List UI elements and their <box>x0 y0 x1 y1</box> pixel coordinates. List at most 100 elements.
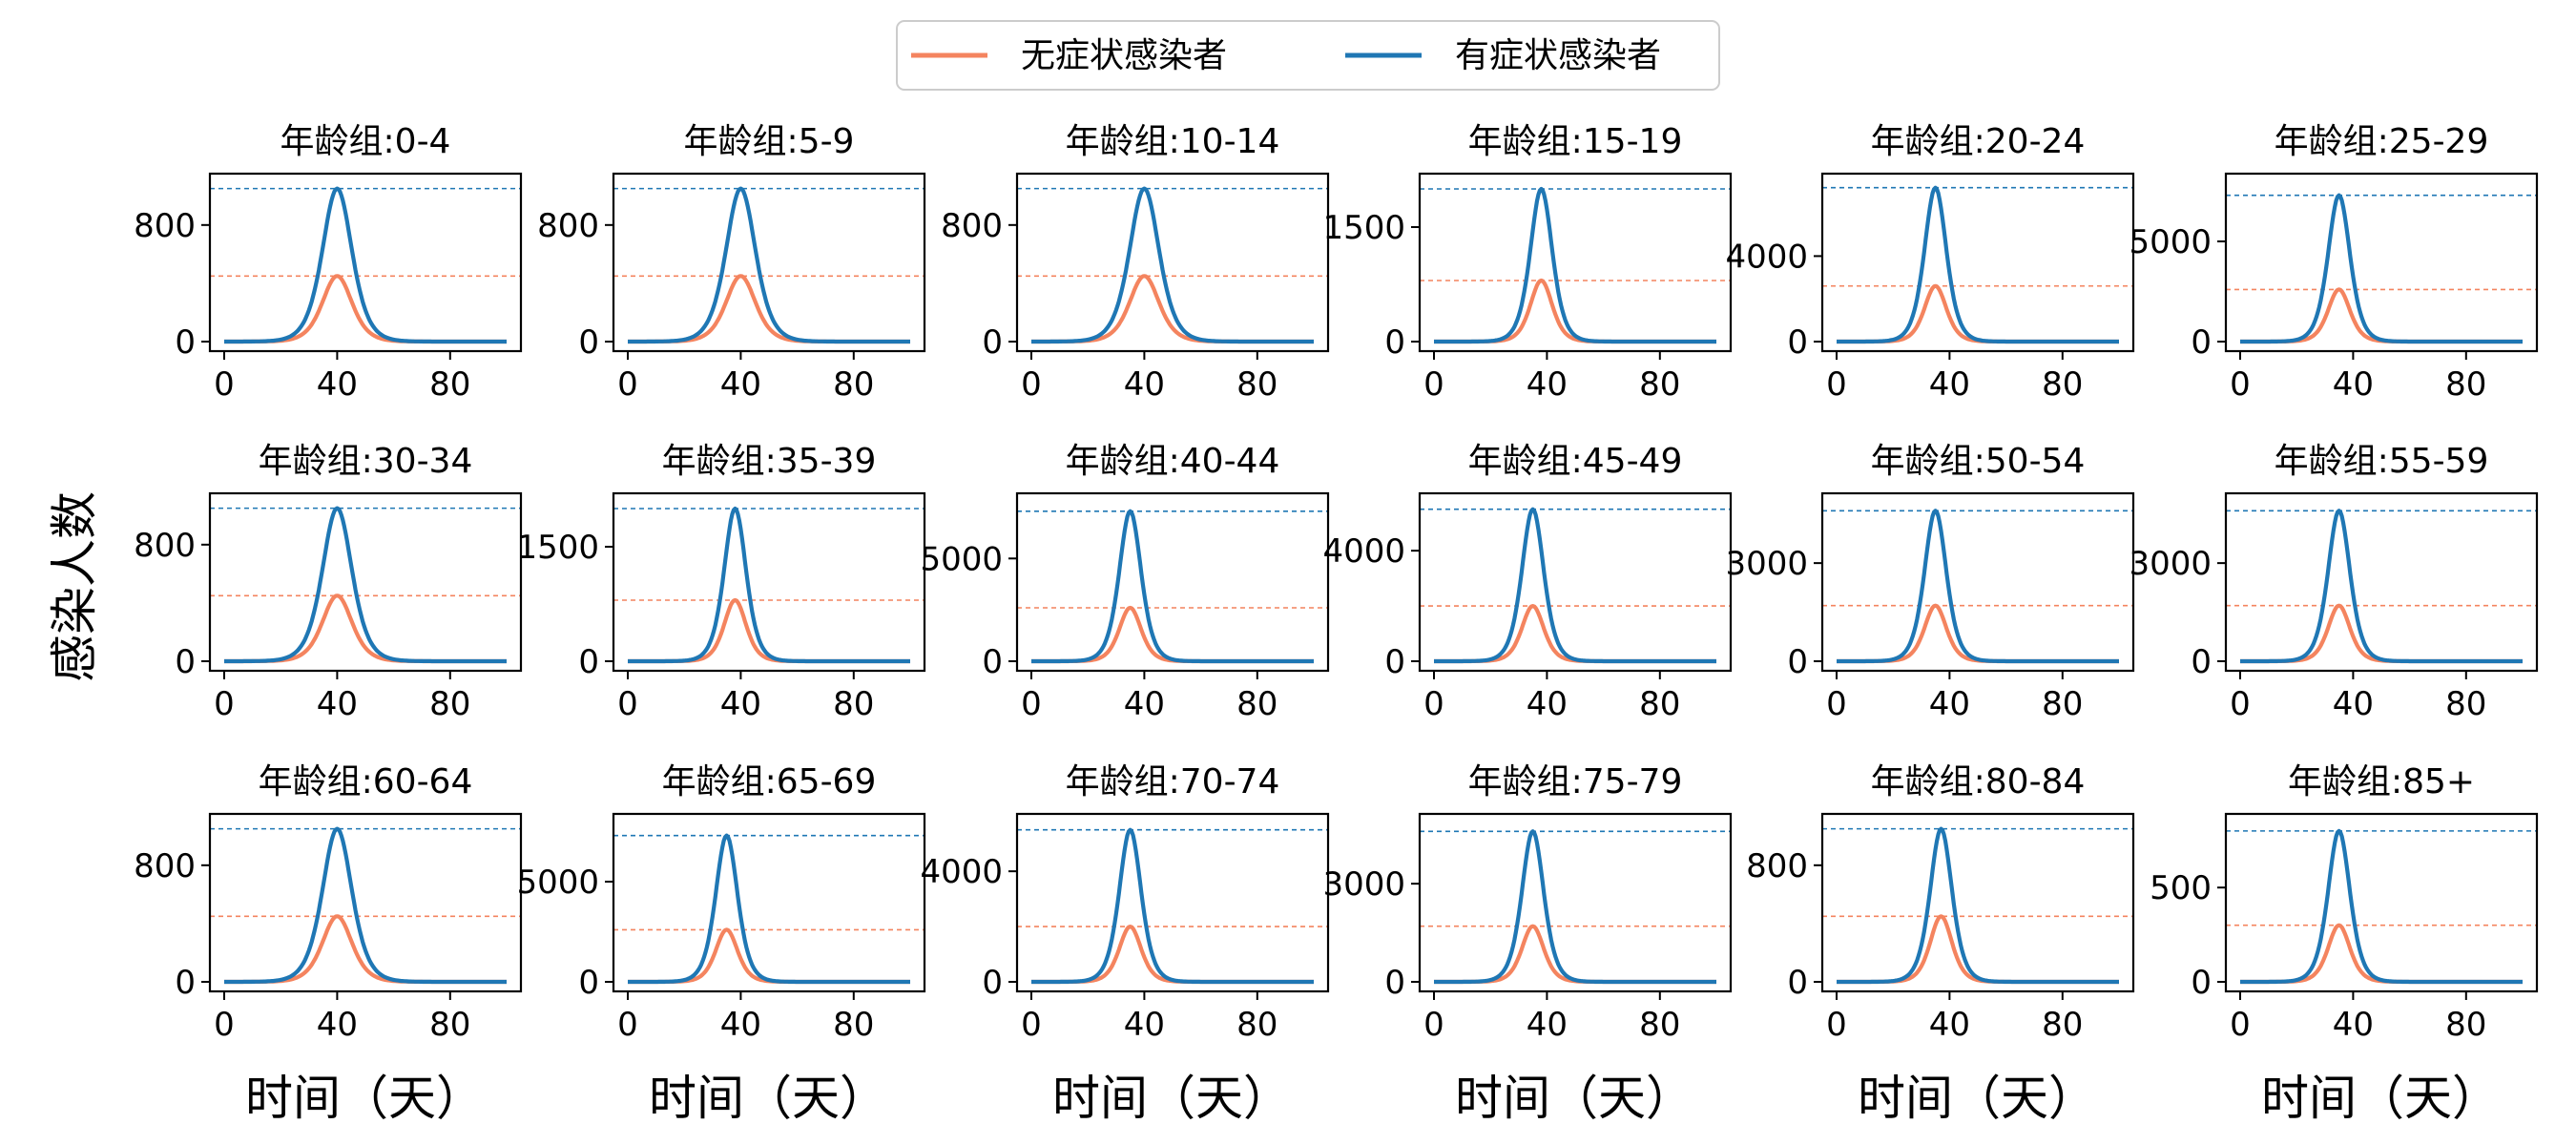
x-tick-label: 40 <box>1124 1006 1165 1044</box>
axes-frame <box>1820 812 2135 993</box>
x-tick-label: 40 <box>2333 685 2374 723</box>
axes-frame <box>2224 812 2539 993</box>
y-tick-label: 0 <box>175 323 196 362</box>
y-tick-label: 0 <box>175 964 196 1002</box>
subplot-4: 年龄组:15-19 0 40 80 0 1500 <box>1322 122 1733 404</box>
x-tick-label: 0 <box>617 1006 638 1044</box>
legend-label-asymptomatic: 无症状感染者 <box>1021 36 1227 75</box>
x-axis-label-col-2: 时间（天） <box>649 1071 887 1126</box>
y-tick-label: 800 <box>941 207 1003 245</box>
y-tick-label: 800 <box>134 847 196 885</box>
subplot-9: 年龄组:40-44 0 40 80 0 5000 <box>920 442 1330 723</box>
x-tick-label: 0 <box>1826 365 1847 404</box>
legend-label-symptomatic: 有症状感染者 <box>1455 36 1661 75</box>
x-tick-label: 80 <box>1236 685 1278 723</box>
series-line-symptomatic <box>1030 186 1315 344</box>
axes-frame <box>208 812 523 993</box>
x-tick-label: 40 <box>2333 365 2374 404</box>
subplot-title: 年龄组:85+ <box>2288 762 2475 802</box>
subplot-title: 年龄组:35-39 <box>662 442 877 481</box>
x-tick-label: 80 <box>429 1006 470 1044</box>
x-tick-label: 0 <box>1826 685 1847 723</box>
x-tick-label: 80 <box>2042 365 2083 404</box>
x-tick-label: 0 <box>1021 685 1042 723</box>
y-tick-label: 0 <box>982 323 1003 362</box>
axes-frame <box>612 491 926 673</box>
x-axis-label-col-6: 时间（天） <box>2261 1071 2500 1126</box>
x-tick-label: 80 <box>2042 685 2083 723</box>
subplot-title: 年龄组:0-4 <box>280 122 451 161</box>
y-tick-label: 4000 <box>1725 238 1808 276</box>
y-tick-label: 5000 <box>516 864 599 902</box>
axes-frame <box>1418 812 1733 993</box>
axes-frame <box>208 491 523 673</box>
x-tick-label: 0 <box>1423 365 1444 404</box>
y-tick-label: 3000 <box>2129 545 2212 583</box>
x-tick-label: 40 <box>1929 365 1970 404</box>
axes-frame <box>612 812 926 993</box>
y-tick-label: 0 <box>2191 323 2212 362</box>
x-tick-label: 0 <box>2230 365 2251 404</box>
legend-frame <box>896 20 1720 91</box>
x-tick-label: 40 <box>1929 685 1970 723</box>
x-axis-label-col-1: 时间（天） <box>245 1071 484 1126</box>
y-tick-label: 0 <box>1384 643 1405 681</box>
x-tick-label: 0 <box>1021 365 1042 404</box>
axes-frame <box>2224 172 2539 353</box>
x-tick-label: 80 <box>2445 1006 2486 1044</box>
x-tick-label: 40 <box>1527 365 1568 404</box>
series-line-symptomatic <box>2239 193 2524 344</box>
y-tick-label: 5000 <box>920 540 1003 578</box>
series-line-symptomatic <box>223 826 508 985</box>
subplot-14: 年龄组:65-69 0 40 80 0 5000 <box>516 762 926 1044</box>
x-tick-label: 40 <box>317 685 358 723</box>
series-line-symptomatic <box>2239 828 2524 985</box>
y-tick-label: 0 <box>1384 964 1405 1002</box>
y-tick-label: 0 <box>1787 643 1808 681</box>
y-tick-label: 800 <box>134 527 196 565</box>
axes-frame <box>1015 812 1330 993</box>
y-tick-label: 800 <box>537 207 599 245</box>
y-tick-label: 0 <box>175 643 196 681</box>
x-tick-label: 80 <box>1236 365 1278 404</box>
series-line-symptomatic <box>223 506 508 664</box>
series-line-symptomatic <box>627 186 911 344</box>
x-tick-label: 0 <box>617 685 638 723</box>
y-tick-label: 1500 <box>1322 209 1405 247</box>
x-axis-label-col-3: 时间（天） <box>1052 1071 1291 1126</box>
axes-frame <box>1820 491 2135 673</box>
x-tick-label: 0 <box>617 365 638 404</box>
x-tick-label: 40 <box>720 685 761 723</box>
x-axis-labels: 时间（天） 时间（天） 时间（天） 时间（天） 时间（天） 时间（天） <box>245 1071 2500 1126</box>
x-tick-label: 40 <box>1124 685 1165 723</box>
y-tick-label: 1500 <box>516 529 599 567</box>
y-tick-label: 0 <box>578 323 599 362</box>
series-line-symptomatic <box>1433 829 1717 985</box>
x-tick-label: 40 <box>1527 1006 1568 1044</box>
x-tick-label: 0 <box>1423 685 1444 723</box>
subplot-title: 年龄组:45-49 <box>1468 442 1683 481</box>
subplot-title: 年龄组:70-74 <box>1066 762 1280 802</box>
y-tick-label: 0 <box>982 643 1003 681</box>
subplot-title: 年龄组:40-44 <box>1066 442 1280 481</box>
x-axis-label-col-4: 时间（天） <box>1455 1071 1693 1126</box>
subplot-11: 年龄组:50-54 0 40 80 0 3000 <box>1725 442 2135 723</box>
axes-frame <box>1015 491 1330 673</box>
subplot-title: 年龄组:30-34 <box>259 442 473 481</box>
x-tick-label: 40 <box>1929 1006 1970 1044</box>
y-tick-label: 3000 <box>1725 545 1808 583</box>
x-tick-label: 0 <box>2230 685 2251 723</box>
x-tick-label: 40 <box>317 365 358 404</box>
series-line-symptomatic <box>2239 509 2524 664</box>
series-line-symptomatic <box>1836 509 2120 664</box>
axes-frame <box>1820 172 2135 353</box>
subplot-16: 年龄组:75-79 0 40 80 0 3000 <box>1322 762 1733 1044</box>
series-line-symptomatic <box>1433 507 1717 664</box>
subplot-8: 年龄组:35-39 0 40 80 0 1500 <box>516 442 926 723</box>
x-tick-label: 0 <box>2230 1006 2251 1044</box>
